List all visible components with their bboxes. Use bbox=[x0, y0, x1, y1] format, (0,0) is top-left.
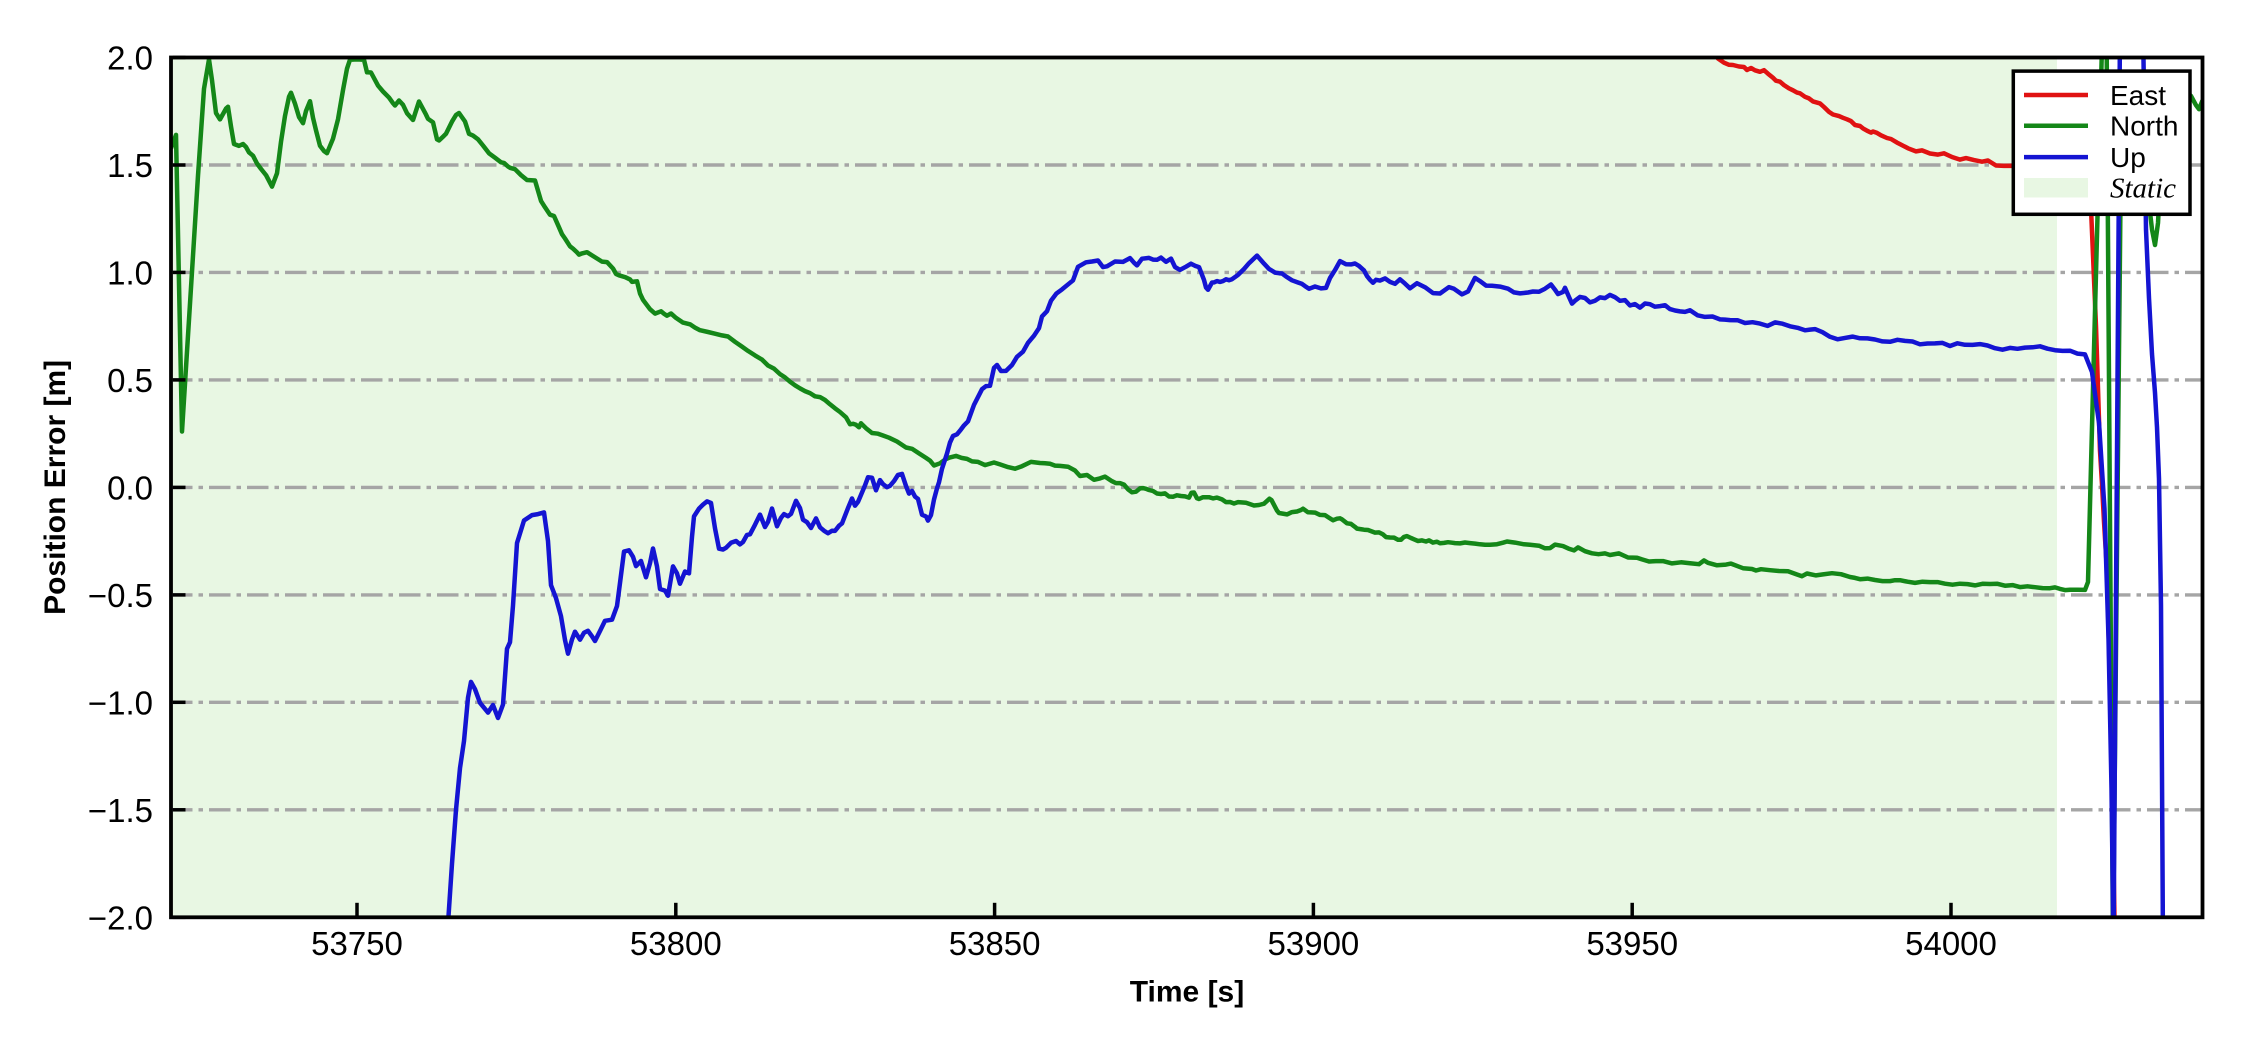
svg-text:Time [s]: Time [s] bbox=[1130, 976, 1244, 1009]
svg-text:53800: 53800 bbox=[630, 925, 722, 962]
svg-text:0.5: 0.5 bbox=[107, 362, 153, 399]
svg-text:2.0: 2.0 bbox=[107, 40, 153, 77]
svg-text:Position Error [m]: Position Error [m] bbox=[39, 360, 72, 615]
svg-text:−2.0: −2.0 bbox=[88, 899, 153, 936]
svg-text:East: East bbox=[2110, 80, 2166, 111]
svg-text:−1.0: −1.0 bbox=[88, 684, 153, 721]
svg-text:1.5: 1.5 bbox=[107, 147, 153, 184]
svg-text:53900: 53900 bbox=[1268, 925, 1360, 962]
svg-text:−0.5: −0.5 bbox=[88, 577, 153, 614]
svg-text:−1.5: −1.5 bbox=[88, 792, 153, 829]
svg-text:Up: Up bbox=[2110, 142, 2146, 173]
svg-text:54000: 54000 bbox=[1905, 925, 1997, 962]
svg-text:53750: 53750 bbox=[311, 925, 403, 962]
svg-text:North: North bbox=[2110, 111, 2178, 142]
svg-text:53950: 53950 bbox=[1586, 925, 1678, 962]
svg-text:1.0: 1.0 bbox=[107, 254, 153, 291]
svg-text:Static: Static bbox=[2110, 173, 2176, 205]
svg-text:0.0: 0.0 bbox=[107, 469, 153, 506]
svg-text:53850: 53850 bbox=[949, 925, 1041, 962]
